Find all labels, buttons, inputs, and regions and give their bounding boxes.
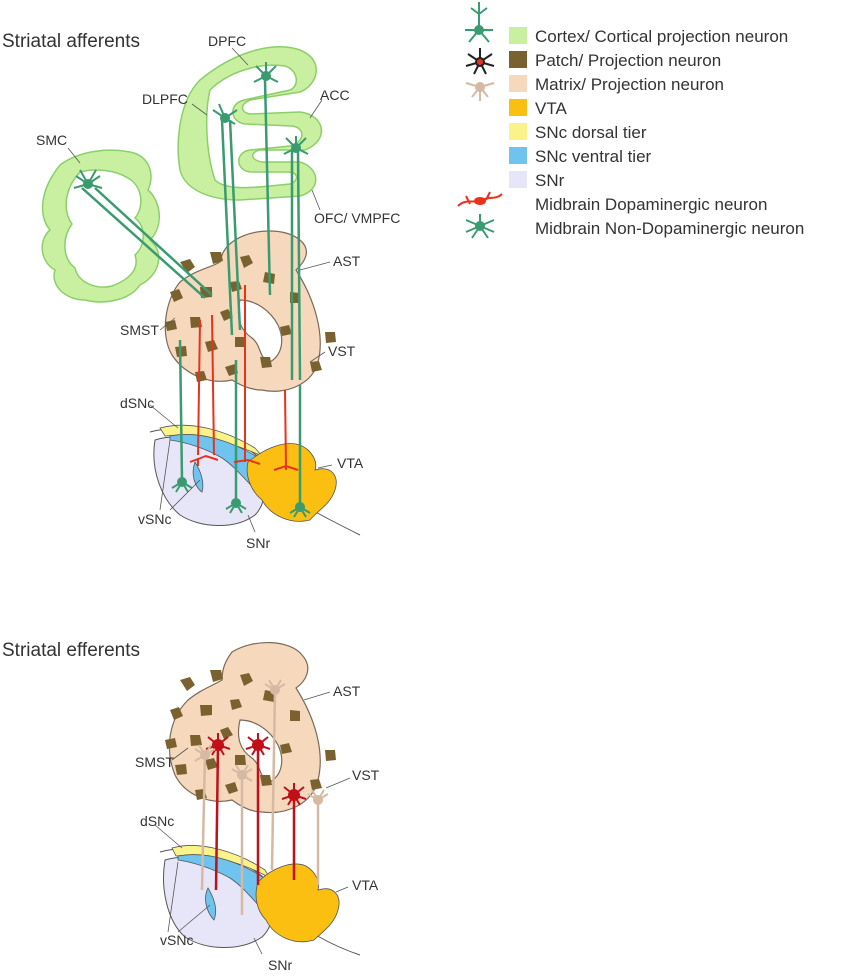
label-dpfc: DPFC <box>208 33 246 49</box>
non-dopaminergic-neuron-icon <box>465 214 495 239</box>
dopaminergic-axons <box>197 285 287 471</box>
vta-afferent <box>246 443 337 522</box>
legend-label-snc-dorsal: SNc dorsal tier <box>535 123 647 142</box>
striatum-efferent <box>168 642 321 814</box>
legend-label-vta: VTA <box>535 99 567 118</box>
legend-label-dopaminergic: Midbrain Dopaminergic neuron <box>535 195 767 214</box>
legend-swatch-snc-dorsal <box>509 123 527 140</box>
afferents-title: Striatal afferents <box>2 31 140 52</box>
patch-efferent-axons <box>214 744 296 891</box>
legend-swatch-matrix <box>509 75 527 92</box>
cortical-neurons <box>73 62 311 518</box>
label-dsnc-efferent: dSNc <box>140 813 174 829</box>
matrix-efferent-axons <box>200 689 320 915</box>
legend-swatch-vta <box>509 99 527 116</box>
cortex-sagittal <box>41 149 160 303</box>
matrix-neurons <box>194 679 329 805</box>
dopaminergic-neuron-icon <box>457 191 503 207</box>
label-ast-efferent: AST <box>333 683 361 699</box>
dopaminergic-neurons <box>189 454 299 471</box>
cortical-axons <box>81 79 302 505</box>
label-snr: SNr <box>246 535 270 551</box>
label-acc: ACC <box>320 87 350 103</box>
matrix-neuron-icon <box>465 82 495 101</box>
label-snr-efferent: SNr <box>268 957 292 973</box>
label-smst-efferent: SMST <box>135 754 174 770</box>
legend-label-snc-ventral: SNc ventral tier <box>535 147 652 166</box>
label-dsnc: dSNc <box>120 395 154 411</box>
label-vsnc: vSNc <box>138 511 171 527</box>
cortical-neuron-icon <box>465 2 493 43</box>
legend-label-cortex: Cortex/ Cortical projection neuron <box>535 27 788 46</box>
label-smst: SMST <box>120 322 159 338</box>
cortex-frontal <box>177 46 323 201</box>
patch-neuron-icon <box>465 48 495 75</box>
vta-efferent <box>255 863 340 943</box>
legend-swatch-patch <box>509 51 527 68</box>
legend: Cortex/ Cortical projection neuron Patch… <box>457 2 804 239</box>
leader-lines-afferent <box>67 47 333 533</box>
label-dlpfc: DLPFC <box>142 91 188 107</box>
label-vta-efferent: VTA <box>352 877 379 893</box>
legend-label-snr: SNr <box>535 171 565 190</box>
legend-swatch-snr <box>509 171 527 188</box>
legend-label-non-dopaminergic: Midbrain Non-Dopaminergic neuron <box>535 219 804 238</box>
patch-neurons <box>205 733 307 806</box>
legend-swatch-cortex <box>509 27 527 44</box>
label-vst: VST <box>328 343 356 359</box>
leader-lines-efferent <box>154 691 351 955</box>
legend-label-matrix: Matrix/ Projection neuron <box>535 75 724 94</box>
efferents-title: Striatal efferents <box>2 640 140 661</box>
label-vst-efferent: VST <box>352 767 380 783</box>
label-vta: VTA <box>337 455 364 471</box>
label-ofc: OFC/ VMPFC <box>314 210 400 226</box>
legend-swatch-snc-ventral <box>509 147 527 164</box>
striatum-afferent <box>164 230 321 392</box>
legend-label-patch: Patch/ Projection neuron <box>535 51 721 70</box>
label-vsnc-efferent: vSNc <box>160 932 193 948</box>
label-smc: SMC <box>36 132 67 148</box>
label-ast: AST <box>333 253 361 269</box>
